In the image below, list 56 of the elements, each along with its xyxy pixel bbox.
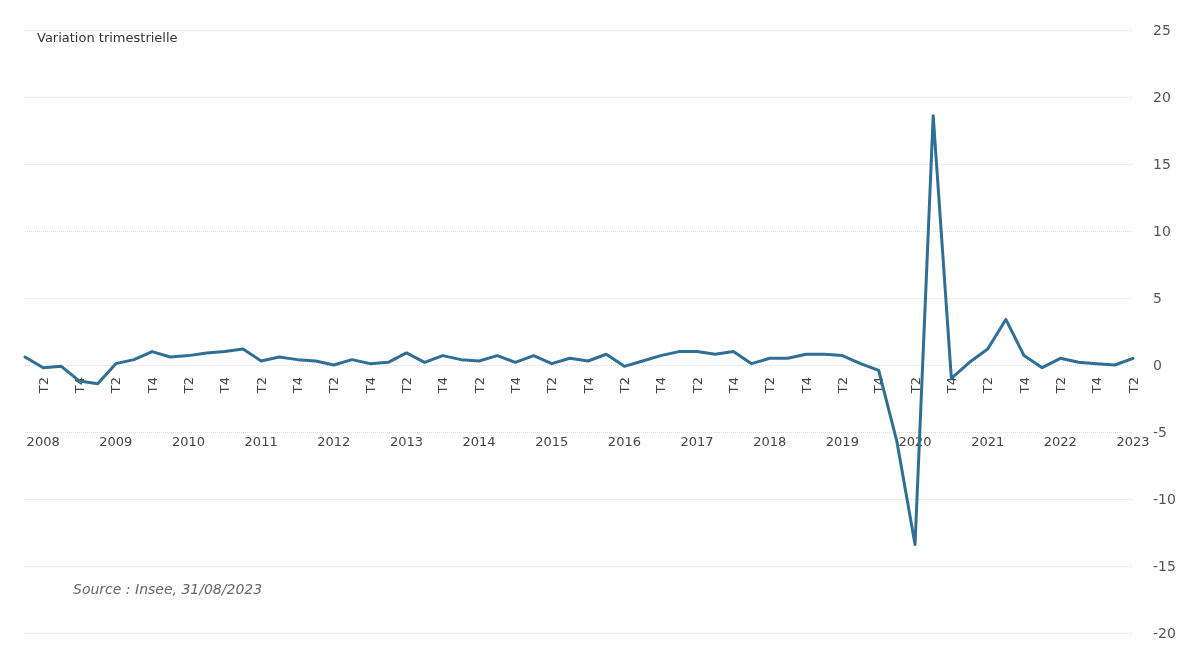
annotation: T2	[834, 377, 850, 395]
chart-title: Variation trimestrielle	[37, 30, 178, 45]
annotation: T4	[653, 377, 669, 395]
annotation: T2	[689, 377, 705, 395]
x-tick-label: 2018	[753, 434, 787, 449]
x-tick-label: 2017	[680, 434, 714, 449]
x-tick-label: 2011	[244, 434, 278, 449]
annotation: T4	[1089, 377, 1105, 395]
y-tick-label: 20	[1153, 89, 1171, 105]
annotation: T2	[108, 377, 124, 395]
x-tick-label: 2009	[99, 434, 133, 449]
annotation: T2	[471, 377, 487, 395]
y-tick-label: 5	[1153, 290, 1162, 306]
y-tick-label: -10	[1153, 491, 1176, 507]
x-tick-label: 2021	[971, 434, 1005, 449]
annotation: T4	[435, 377, 451, 395]
annotation: T4	[798, 377, 814, 395]
x-tick-label: 2015	[535, 434, 569, 449]
annotation: T2	[398, 377, 414, 395]
y-tick-label: 0	[1153, 357, 1162, 373]
annotation: T4	[580, 377, 596, 395]
annotation: T2	[1125, 377, 1141, 395]
y-tick-label: 10	[1153, 223, 1171, 239]
x-tick-label: 2019	[825, 434, 859, 449]
annotation: T4	[507, 377, 523, 395]
annotation: T2	[616, 377, 632, 395]
annotation: T2	[980, 377, 996, 395]
x-tick-label: 2023	[1116, 434, 1150, 449]
annotation: T2	[35, 377, 51, 395]
annotation: T4	[725, 377, 741, 395]
x-tick-label: 2008	[26, 434, 60, 449]
x-tick-label: 2013	[389, 434, 423, 449]
annotation: T2	[762, 377, 778, 395]
x-tick-label: 2022	[1043, 434, 1077, 449]
annotation: T4	[217, 377, 233, 395]
y-tick-label: 25	[1153, 22, 1171, 38]
annotation: T4	[362, 377, 378, 395]
x-tick-label: 2012	[317, 434, 351, 449]
annotation: T2	[907, 377, 923, 395]
annotation: T4	[289, 377, 305, 395]
annotation: T4	[144, 377, 160, 395]
annotation: T2	[180, 377, 196, 395]
annotation: T2	[1052, 377, 1068, 395]
annotation: T4	[1016, 377, 1032, 395]
annotation: T2	[326, 377, 342, 395]
annotation: Source : Insee, 31/08/2023	[73, 581, 263, 597]
annotation: T4	[943, 377, 959, 395]
y-tick-label: -5	[1153, 424, 1167, 440]
x-tick-label: 2014	[462, 434, 496, 449]
x-tick-label: 2016	[607, 434, 641, 449]
y-tick-label: 15	[1153, 156, 1171, 172]
y-tick-label: -15	[1153, 558, 1176, 574]
annotation: T2	[544, 377, 560, 395]
y-tick-label: -20	[1153, 625, 1176, 641]
annotation: T2	[253, 377, 269, 395]
x-tick-label: 2010	[171, 434, 206, 449]
